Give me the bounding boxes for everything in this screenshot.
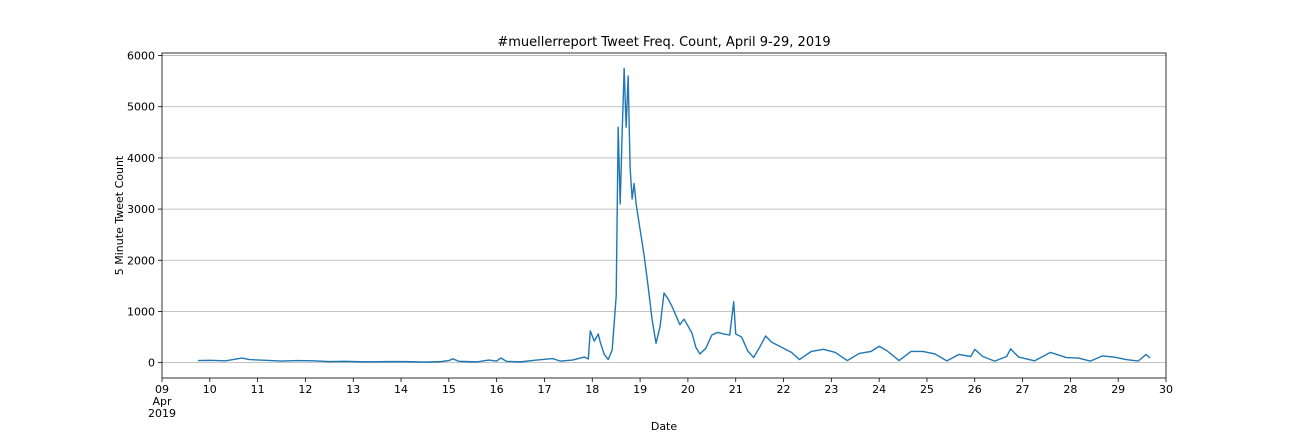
x-tick-label: 25 (920, 383, 934, 396)
x-tick-label: 22 (777, 383, 791, 396)
y-tick-label: 0 (148, 357, 155, 370)
y-tick-label: 5000 (127, 101, 155, 114)
x-tick-label: 15 (442, 383, 456, 396)
x-tick-label: 26 (968, 383, 982, 396)
y-grid (162, 55, 1166, 364)
x-tick-label: 20 (681, 383, 695, 396)
y-tick-label: 1000 (127, 305, 155, 318)
x-tick-label: 11 (251, 383, 265, 396)
series-layer (197, 67, 1151, 363)
y-tick-label: 6000 (127, 50, 155, 63)
y-axis-label: 5 Minute Tweet Count (113, 155, 126, 275)
x-tick-label: 29 (1111, 383, 1125, 396)
x-tick-year: 2019 (148, 407, 176, 420)
x-tick-label: 18 (585, 383, 599, 396)
x-axis-label: Date (651, 420, 678, 432)
x-tick-label: 27 (1016, 383, 1030, 396)
y-tick-label: 2000 (127, 254, 155, 267)
chart-title: #muellerreport Tweet Freq. Count, April … (497, 35, 830, 50)
y-tick-label: 3000 (127, 203, 155, 216)
x-tick-label: 14 (394, 383, 408, 396)
x-tick-label: 23 (824, 383, 838, 396)
x-tick-label: 24 (872, 383, 886, 396)
x-tick-label: 10 (203, 383, 217, 396)
plot-frame (161, 52, 1167, 379)
x-tick-label: 12 (298, 383, 312, 396)
x-tick-label: 28 (1063, 383, 1077, 396)
y-tick-label: 4000 (127, 152, 155, 165)
x-tick-label: 09 (155, 383, 169, 396)
x-tick-label: 30 (1159, 383, 1173, 396)
x-tick-month: Apr (152, 395, 172, 408)
x-tick-label: 21 (729, 383, 743, 396)
x-tick-label: 19 (633, 383, 647, 396)
x-tick-label: 17 (537, 383, 551, 396)
x-tick-label: 13 (346, 383, 360, 396)
series-line (197, 67, 1151, 363)
x-tick-label: 16 (490, 383, 504, 396)
y-axis: 0 1000 2000 3000 4000 5000 6000 (127, 50, 162, 370)
